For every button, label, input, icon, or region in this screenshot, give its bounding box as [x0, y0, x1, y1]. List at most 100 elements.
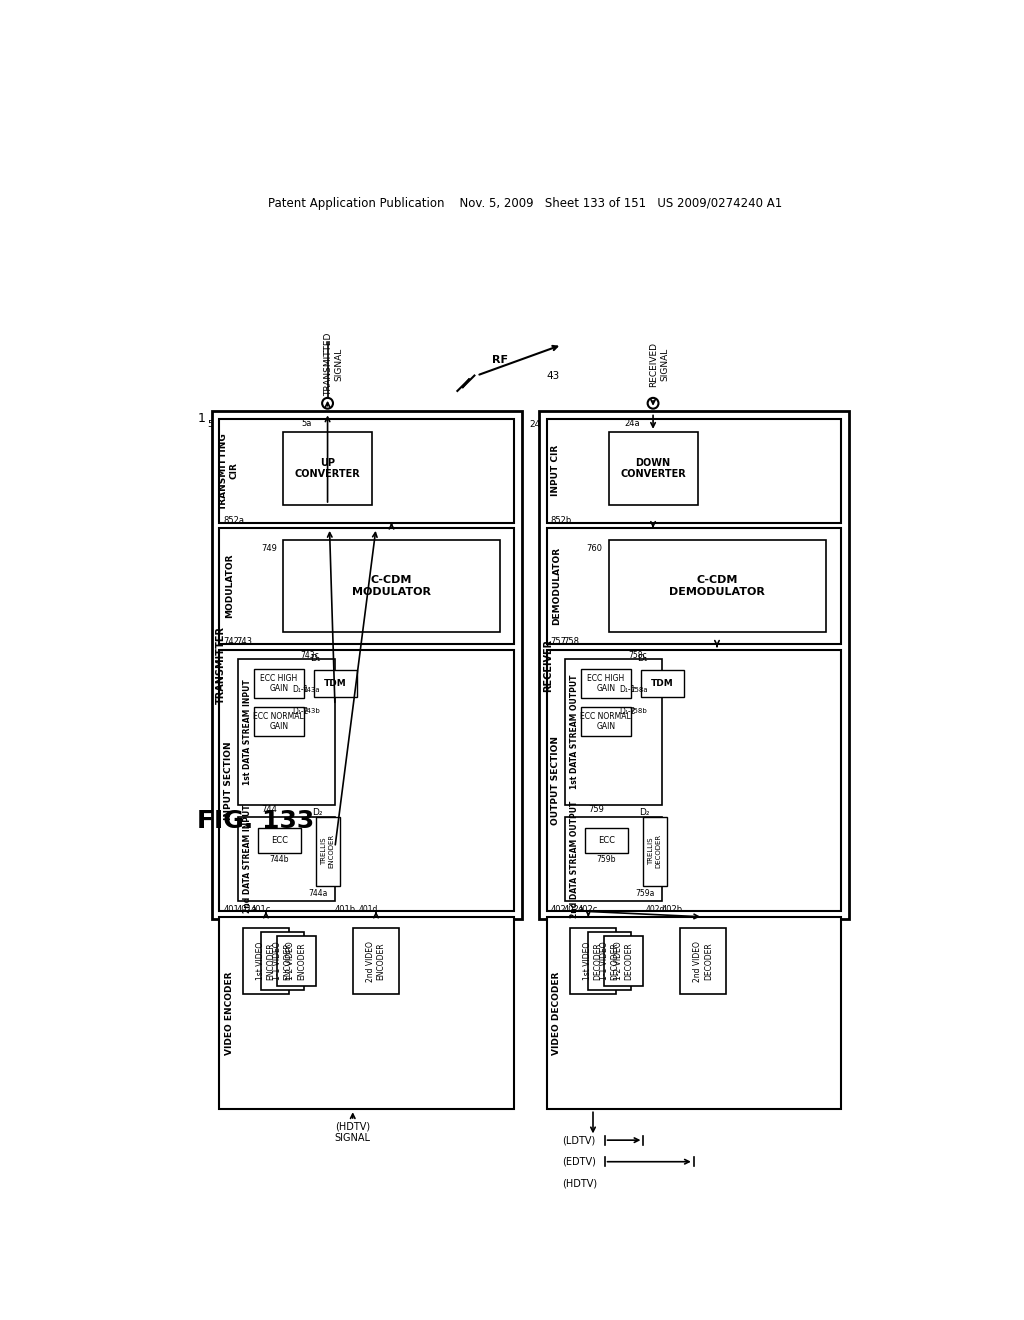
Text: D₁-2: D₁-2 — [618, 706, 635, 715]
Text: 1st DATA STREAM INPUT: 1st DATA STREAM INPUT — [243, 680, 252, 785]
Bar — [608, 432, 697, 504]
Bar — [604, 936, 643, 986]
Text: DOWN
CONVERTER: DOWN CONVERTER — [621, 458, 686, 479]
Text: ECC NORMAL
GAIN: ECC NORMAL GAIN — [253, 711, 304, 731]
Text: DEMODULATOR: DEMODULATOR — [552, 546, 561, 624]
Bar — [314, 671, 356, 697]
Text: INPUT CIR: INPUT CIR — [551, 445, 560, 496]
Text: ECC: ECC — [598, 836, 615, 845]
Text: 744b: 744b — [269, 854, 289, 863]
Text: 759: 759 — [588, 805, 604, 813]
Text: 1st VIDEO
ENCODER: 1st VIDEO ENCODER — [256, 942, 275, 981]
Bar — [258, 829, 301, 853]
Bar — [219, 649, 514, 911]
Text: UP
CONVERTER: UP CONVERTER — [295, 458, 360, 479]
Text: OUTPUT SECTION: OUTPUT SECTION — [551, 737, 560, 825]
Text: (HDTV): (HDTV) — [562, 1179, 597, 1188]
Text: D₁-1: D₁-1 — [292, 685, 308, 694]
Text: 2nd VIDEO
DECODER: 2nd VIDEO DECODER — [693, 941, 713, 982]
Text: TRANSMITTING
CIR: TRANSMITTING CIR — [219, 432, 239, 510]
Text: 401b: 401b — [335, 904, 355, 913]
Bar — [238, 817, 335, 902]
Text: 43: 43 — [546, 371, 559, 380]
Text: 1st DATA STREAM OUTPUT: 1st DATA STREAM OUTPUT — [570, 675, 579, 789]
Text: TRELLIS
ENCODER: TRELLIS ENCODER — [322, 834, 335, 869]
Text: D₁: D₁ — [637, 655, 648, 664]
Text: D₁-2: D₁-2 — [292, 706, 308, 715]
Bar — [212, 411, 521, 919]
Text: 1: 1 — [198, 412, 206, 425]
Bar — [547, 649, 841, 911]
Text: 760: 760 — [587, 544, 602, 553]
Text: VIDEO DECODER: VIDEO DECODER — [552, 972, 561, 1055]
Text: 852a: 852a — [223, 516, 245, 525]
Bar — [608, 540, 825, 632]
Text: 401a: 401a — [237, 904, 257, 913]
Bar — [539, 411, 849, 919]
Text: 758: 758 — [563, 638, 580, 647]
Text: 1-2 VIDEO
DECODER: 1-2 VIDEO DECODER — [613, 941, 633, 981]
Text: 2nd DATA STREAM INPUT: 2nd DATA STREAM INPUT — [243, 805, 252, 913]
Text: 758a: 758a — [630, 686, 647, 693]
Text: 742: 742 — [223, 638, 240, 647]
Bar — [238, 659, 335, 805]
Text: 1-1 VIDEO
ENCODER: 1-1 VIDEO ENCODER — [273, 941, 292, 981]
Text: 759a: 759a — [635, 890, 654, 898]
Text: FIG. 133: FIG. 133 — [198, 809, 314, 833]
Bar — [569, 928, 616, 994]
Text: 24: 24 — [529, 420, 541, 429]
Text: 743c: 743c — [301, 651, 319, 660]
Text: RECEIVER: RECEIVER — [543, 639, 553, 692]
Text: D₁: D₁ — [310, 655, 321, 664]
Bar — [643, 817, 667, 886]
Bar — [565, 659, 662, 805]
Text: 758b: 758b — [630, 709, 647, 714]
Bar — [547, 418, 841, 523]
Text: 1-2 VIDEO
ENCODER: 1-2 VIDEO ENCODER — [287, 941, 306, 981]
Text: 743: 743 — [237, 638, 253, 647]
Text: C-CDM
DEMODULATOR: C-CDM DEMODULATOR — [669, 576, 765, 597]
Text: (HDTV)
SIGNAL: (HDTV) SIGNAL — [335, 1122, 371, 1143]
Text: 5: 5 — [208, 420, 213, 429]
Text: D₁-1: D₁-1 — [618, 685, 635, 694]
Bar — [283, 432, 372, 504]
Text: VIDEO ENCODER: VIDEO ENCODER — [225, 972, 234, 1055]
Text: C-CDM
MODULATOR: C-CDM MODULATOR — [352, 576, 431, 597]
Text: ECC NORMAL
GAIN: ECC NORMAL GAIN — [581, 711, 631, 731]
Bar — [219, 917, 514, 1109]
Text: D₂: D₂ — [312, 808, 323, 817]
Text: 402b: 402b — [662, 904, 683, 913]
Text: 2nd DATA STREAM OUTPUT: 2nd DATA STREAM OUTPUT — [570, 800, 579, 917]
Text: 758c: 758c — [628, 651, 646, 660]
Text: 402: 402 — [550, 904, 566, 913]
Bar — [547, 917, 841, 1109]
Text: 1st VIDEO
DECODER: 1st VIDEO DECODER — [584, 942, 603, 981]
Text: D₂: D₂ — [639, 808, 649, 817]
Text: 402c: 402c — [578, 904, 598, 913]
Bar — [219, 418, 514, 523]
Bar — [581, 669, 631, 698]
Text: 402d: 402d — [645, 904, 665, 913]
Text: 401c: 401c — [251, 904, 270, 913]
Text: 749: 749 — [261, 544, 276, 553]
Bar — [254, 706, 304, 737]
Bar — [641, 671, 684, 697]
Bar — [680, 928, 726, 994]
Text: TDM: TDM — [651, 680, 674, 689]
Text: 759b: 759b — [597, 854, 616, 863]
Text: INPUT SECTION: INPUT SECTION — [224, 742, 233, 820]
Text: Patent Application Publication    Nov. 5, 2009   Sheet 133 of 151   US 2009/0274: Patent Application Publication Nov. 5, 2… — [267, 197, 782, 210]
Bar — [219, 528, 514, 644]
Text: 757: 757 — [550, 638, 566, 647]
Text: 1-1 VIDEO
DECODER: 1-1 VIDEO DECODER — [600, 941, 620, 981]
Text: 401d: 401d — [358, 904, 378, 913]
Text: RECEIVED
SIGNAL: RECEIVED SIGNAL — [649, 342, 669, 387]
Bar — [581, 706, 631, 737]
Bar — [254, 669, 304, 698]
Text: 402a: 402a — [563, 904, 585, 913]
Text: 5a: 5a — [301, 418, 311, 428]
Text: 852b: 852b — [550, 516, 571, 525]
Text: 24a: 24a — [624, 418, 640, 428]
Text: 743b: 743b — [303, 709, 321, 714]
Text: 744a: 744a — [308, 890, 328, 898]
